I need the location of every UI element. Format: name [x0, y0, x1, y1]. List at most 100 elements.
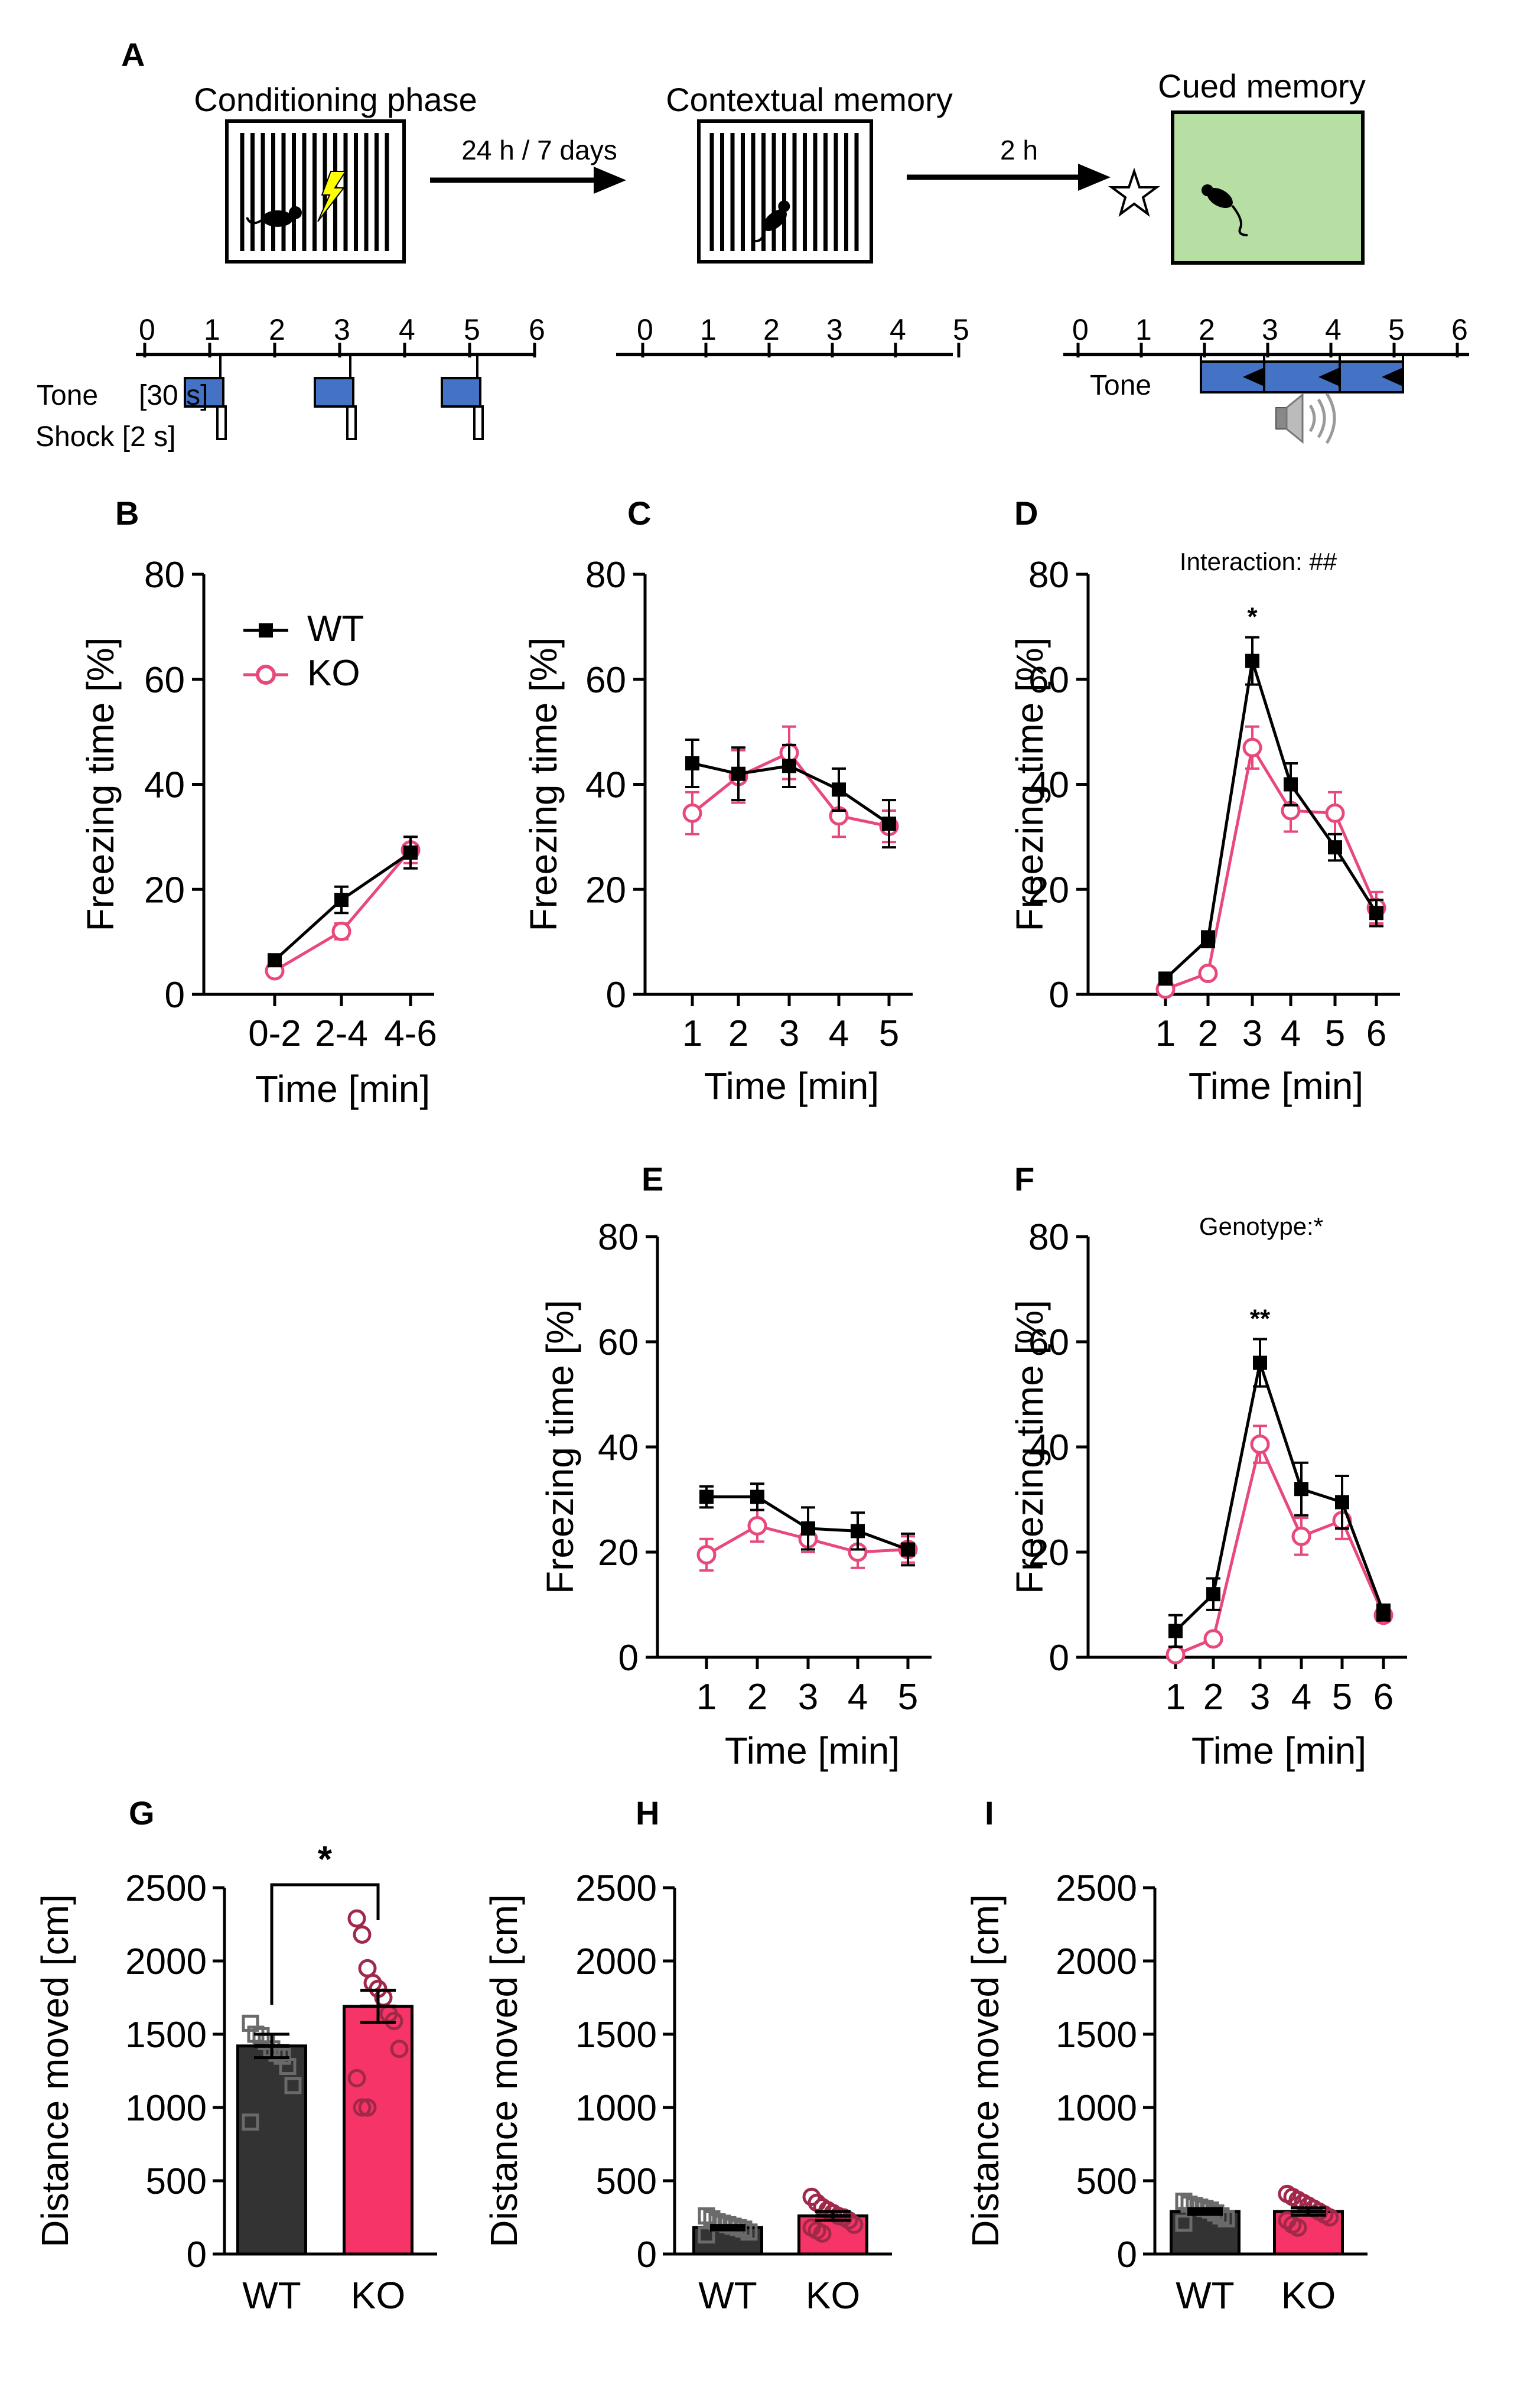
tone-arrowhead: [1318, 367, 1340, 386]
speaker-icon: [1275, 392, 1336, 444]
context-a-conditioning-box: [225, 119, 406, 264]
data-point-ko: [358, 1959, 377, 1978]
y-tick-label: 500: [596, 2161, 657, 2202]
data-point-wt: [750, 1489, 764, 1504]
y-tick-label: 20: [1028, 870, 1069, 910]
data-point-ko: [353, 2098, 372, 2117]
timeline-tick-label: 2: [763, 313, 780, 346]
panel-label-g: G: [129, 1794, 155, 1832]
x-tick-label: 2: [747, 1677, 767, 1718]
x-tick-label: 1: [1155, 1013, 1176, 1054]
x-tick-label: WT: [1176, 2274, 1235, 2317]
chart-panel-e: E 0 20 40 60 80 Freezing time [%] 1 2 3 4 5 Time [mi…: [539, 1160, 932, 1772]
y-tick-label: 40: [1028, 765, 1069, 806]
arrow-24h: 24 h / 7 days: [430, 135, 626, 194]
panel-label-i: I: [985, 1794, 994, 1832]
series-line-ko: [1165, 743, 1378, 991]
y-axis-title: Freezing time [%]: [539, 1300, 581, 1594]
data-point-wt: [1284, 777, 1298, 792]
y-tick-label: 80: [1028, 555, 1069, 596]
y-tick-label: 1000: [575, 2088, 657, 2129]
timeline-contextual: 0 1 2 3 4 5: [616, 313, 969, 357]
x-tick-label: 0-2: [248, 1013, 301, 1054]
data-point-ko: [353, 1925, 372, 1944]
data-point-wt: [1376, 1605, 1391, 1620]
chart-panel-g: G 0 500 1000 1500 2000 2500 Distance moved [cm]…: [34, 1794, 437, 2317]
y-tick-label: 1000: [125, 2088, 207, 2129]
y-tick-label: 20: [144, 870, 185, 910]
x-tick-label: 2: [1198, 1013, 1218, 1054]
chart-panel-i: I 0 500 1000 1500 2000 2500 Distance moved [cm]…: [964, 1794, 1368, 2317]
data-point-wt: [801, 1521, 815, 1536]
tone-box: [441, 377, 481, 408]
data-point-ko: [747, 1516, 767, 1536]
mouse-icon: [1202, 184, 1248, 236]
x-tick-label: 5: [879, 1013, 899, 1054]
data-point-wt: [1253, 1355, 1267, 1370]
data-point-wt: [698, 2226, 715, 2244]
y-axis-title: Freezing time [%]: [1008, 1300, 1051, 1594]
y-tick-label: 0: [637, 2235, 657, 2275]
timeline-tick-label: 0: [637, 313, 653, 346]
y-tick-label: 2500: [125, 1868, 207, 1909]
data-point-wt: [242, 2014, 259, 2032]
x-tick-label: 5: [1332, 1677, 1352, 1718]
timeline-tick-label: 0: [139, 313, 155, 346]
legend: WT KO: [243, 609, 364, 694]
data-point-wt: [1206, 1587, 1220, 1602]
star-icon: [1108, 167, 1161, 217]
x-tick-label: 2: [1203, 1677, 1223, 1718]
panel-label-d: D: [1014, 495, 1038, 532]
data-point-wt: [832, 782, 846, 797]
y-axis-title: Freezing time [%]: [1008, 638, 1051, 932]
mouse-icon: [246, 206, 302, 227]
x-tick-label: WT: [698, 2274, 757, 2317]
data-point-wt: [1158, 971, 1173, 986]
y-tick-label: 80: [598, 1217, 639, 1258]
y-tick-label: 20: [1028, 1533, 1069, 1573]
x-tick-label: 3: [798, 1677, 818, 1718]
cued-title: Cued memory: [1158, 67, 1366, 105]
data-point-wt: [242, 2113, 259, 2131]
data-point-wt: [782, 759, 796, 773]
timeline-tick-label: 3: [826, 313, 843, 346]
data-point-ko: [1250, 1435, 1270, 1455]
tone-box: [314, 377, 354, 408]
context-a-contextual-box: [697, 119, 873, 264]
data-point-ko: [845, 2215, 864, 2234]
y-tick-label: 0: [618, 1638, 639, 1679]
data-point-wt: [403, 845, 418, 860]
data-point-ko: [1242, 737, 1262, 757]
data-point-wt: [334, 893, 349, 908]
timeline-cued: 0 1 2 3 4 5 6 Tone: [1063, 313, 1469, 444]
timeline-tick-label: 4: [399, 313, 415, 346]
x-tick-label: 1: [682, 1013, 702, 1054]
x-axis-title: Time [min]: [704, 1065, 879, 1107]
timeline-tick-label: 2: [1199, 313, 1215, 346]
x-tick-label: 4-6: [384, 1013, 437, 1054]
x-tick-label: KO: [806, 2274, 860, 2317]
data-point-wt: [1201, 932, 1215, 947]
timeline-tick-label: 6: [1451, 313, 1468, 346]
y-tick-label: 2500: [1056, 1868, 1137, 1909]
y-tick-label: 80: [1028, 1217, 1069, 1258]
data-point-wt: [1168, 1624, 1183, 1638]
data-point-ko: [696, 1544, 717, 1565]
y-tick-label: 40: [585, 765, 626, 806]
timeline-tick-label: 4: [1325, 313, 1342, 346]
x-axis-title: Time [min]: [1189, 1065, 1363, 1107]
data-point-wt: [1294, 1482, 1308, 1497]
timeline-tick-label: 3: [334, 313, 350, 346]
y-tick-label: 40: [1028, 1427, 1069, 1468]
y-tick-label: 0: [606, 975, 626, 1016]
x-tick-label: KO: [1281, 2274, 1336, 2317]
shock-box: [473, 405, 484, 440]
tone-duration-label: [30 s]: [139, 380, 208, 411]
significance-mark: **: [1250, 1305, 1271, 1334]
x-tick-label: 3: [779, 1013, 799, 1054]
y-tick-label: 0: [187, 2235, 207, 2275]
stat-annotation: Interaction: ##: [1180, 548, 1337, 575]
y-axis-title: Distance moved [cm]: [964, 1894, 1007, 2248]
